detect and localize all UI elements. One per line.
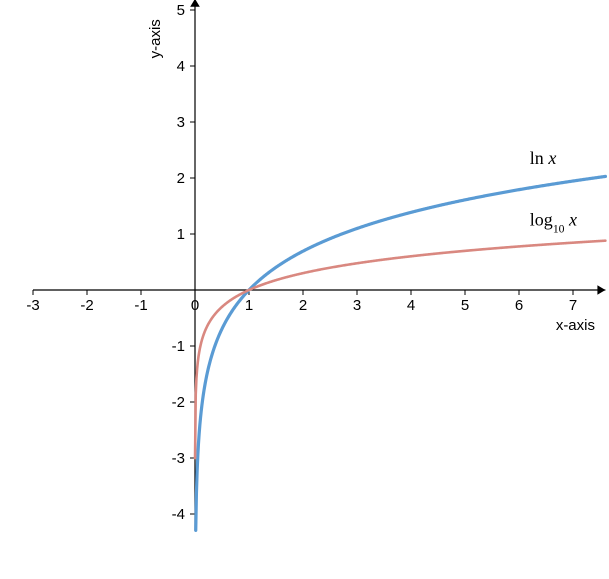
svg-text:2: 2 bbox=[177, 170, 185, 187]
svg-text:1: 1 bbox=[245, 297, 253, 314]
svg-text:-3: -3 bbox=[26, 297, 39, 314]
svg-text:4: 4 bbox=[407, 297, 415, 314]
chart-svg: -3 -2 -1 0 1 2 3 4 5 6 7 -4 -3 -2 -1 1 2 3 4 5 x-axis y-axis l… bbox=[0, 0, 609, 579]
svg-text:5: 5 bbox=[461, 297, 469, 314]
svg-text:-1: -1 bbox=[172, 338, 185, 355]
svg-text:1: 1 bbox=[177, 226, 185, 243]
svg-text:x-axis: x-axis bbox=[556, 317, 595, 334]
svg-text:6: 6 bbox=[515, 297, 523, 314]
svg-text:5: 5 bbox=[177, 2, 185, 19]
svg-text:-1: -1 bbox=[134, 297, 147, 314]
svg-text:-4: -4 bbox=[172, 506, 185, 523]
svg-text:3: 3 bbox=[353, 297, 361, 314]
svg-text:4: 4 bbox=[177, 58, 185, 75]
svg-text:0: 0 bbox=[191, 297, 199, 314]
label-log10: log10 x bbox=[530, 210, 577, 236]
label-ln: ln x bbox=[530, 148, 557, 168]
svg-text:2: 2 bbox=[299, 297, 307, 314]
svg-text:-2: -2 bbox=[172, 394, 185, 411]
svg-text:-3: -3 bbox=[172, 450, 185, 467]
log-chart: -3 -2 -1 0 1 2 3 4 5 6 7 -4 -3 -2 -1 1 2 3 4 5 x-axis y-axis l… bbox=[0, 0, 609, 579]
svg-text:3: 3 bbox=[177, 114, 185, 131]
svg-text:y-axis: y-axis bbox=[147, 19, 164, 58]
curve-log10 bbox=[195, 241, 605, 458]
svg-text:-2: -2 bbox=[80, 297, 93, 314]
svg-text:7: 7 bbox=[569, 297, 577, 314]
